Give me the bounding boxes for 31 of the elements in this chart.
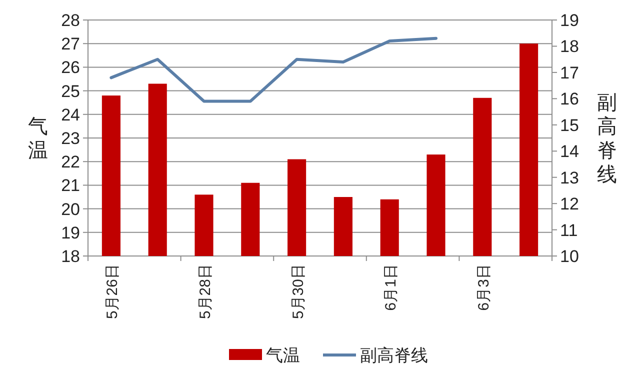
y-tick-label: 20 xyxy=(61,200,80,219)
y-axis-title: 气温 xyxy=(28,116,48,162)
y-tick-label: 24 xyxy=(61,105,80,124)
y2-tick-label: 19 xyxy=(560,11,579,30)
y2-tick-label: 18 xyxy=(560,37,579,56)
y-tick-label: 28 xyxy=(61,11,80,30)
y2-axis-title: 副高脊线 xyxy=(597,92,617,186)
y2-tick-label: 13 xyxy=(560,168,579,188)
x-tick-label: 5月30日 xyxy=(290,264,307,320)
legend-label: 副高脊线 xyxy=(360,346,428,365)
y-tick-label: 22 xyxy=(61,152,80,172)
y-tick-label: 23 xyxy=(61,129,80,148)
legend-label: 气温 xyxy=(266,346,300,365)
y2-tick-label: 11 xyxy=(560,220,578,240)
y-tick-label: 18 xyxy=(61,247,80,266)
x-tick-label: 6月1日 xyxy=(382,264,400,311)
x-tick-label: 5月28日 xyxy=(197,264,214,320)
x-tick-label: 5月26日 xyxy=(104,264,122,320)
y-tick-label: 25 xyxy=(61,82,80,101)
y2-tick-label: 17 xyxy=(560,63,579,82)
y2-tick-label: 14 xyxy=(560,142,579,162)
line-series xyxy=(110,36,438,103)
x-tick-label: 6月3日 xyxy=(475,264,492,311)
y2-tick-label: 15 xyxy=(560,116,579,135)
y2-tick-label: 16 xyxy=(560,90,579,109)
y-tick-label: 26 xyxy=(61,58,80,78)
y-tick-label: 19 xyxy=(61,223,80,242)
y2-tick-label: 10 xyxy=(560,247,579,266)
y2-tick-label: 12 xyxy=(560,194,579,214)
y-tick-label: 21 xyxy=(61,176,80,196)
y-tick-label: 27 xyxy=(61,34,80,54)
